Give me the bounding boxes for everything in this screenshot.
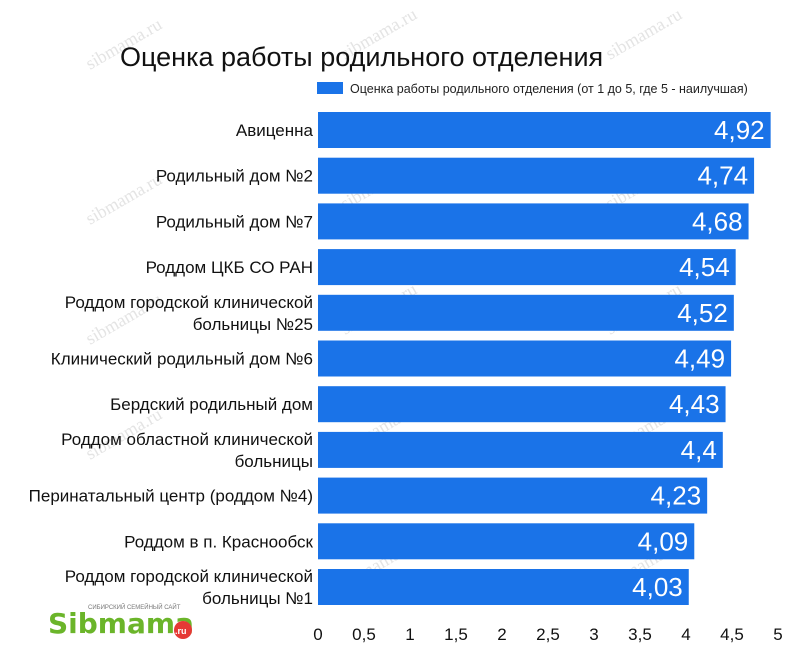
data-label: 4,23: [651, 481, 702, 511]
x-tick-label: 4: [681, 625, 690, 644]
data-label: 4,43: [669, 389, 720, 419]
data-label: 4,74: [697, 161, 748, 191]
data-label: 4,92: [714, 115, 765, 145]
category-labels: Авиценна Родильный дом №2 Родильный дом №7…: [29, 121, 314, 608]
logo-ru-badge: [174, 621, 192, 639]
bar: [318, 386, 726, 423]
x-tick-label: 0,5: [352, 625, 376, 644]
x-tick-label: 0: [313, 625, 322, 644]
category-label: больницы №1: [202, 589, 313, 608]
bars-group: 4,92 4,74 4,68 4,54 4,52 4,49 4,43 4,4 4,23 4,09 4…: [318, 112, 771, 605]
logo-tagline: СИБИРСКИЙ СЕМЕЙНЫЙ САЙТ: [88, 603, 181, 611]
bar: [318, 477, 708, 514]
x-tick-label: 3: [589, 625, 598, 644]
x-axis-ticks: 0 0,5 1 1,5 2 2,5 3 3,5 4 4,5 5: [313, 625, 782, 644]
watermark-text: sibmama.ru: [82, 169, 165, 229]
x-tick-label: 5: [773, 625, 782, 644]
x-tick-label: 2: [497, 625, 506, 644]
bar: [318, 340, 732, 377]
category-label: Клинический родильный дом №6: [51, 350, 313, 369]
sibmama-logo: СИБИРСКИЙ СЕМЕЙНЫЙ САЙТ Sibmama .ru: [48, 603, 194, 640]
legend-label: Оценка работы родильного отделения (от 1…: [350, 82, 748, 96]
data-label: 4,54: [679, 252, 730, 282]
bar: [318, 431, 723, 468]
category-label: больницы №25: [193, 315, 313, 334]
category-label: Роддом ЦКБ СО РАН: [146, 258, 313, 277]
category-label: Роддом в п. Краснообск: [124, 532, 313, 551]
legend: Оценка работы родильного отделения (от 1…: [317, 82, 748, 96]
x-tick-label: 3,5: [628, 625, 652, 644]
x-tick-label: 1: [405, 625, 414, 644]
x-tick-label: 4,5: [720, 625, 744, 644]
data-label: 4,68: [692, 206, 743, 236]
data-label: 4,4: [681, 435, 717, 465]
legend-swatch: [317, 82, 343, 94]
x-tick-label: 2,5: [536, 625, 560, 644]
bar: [318, 523, 695, 560]
category-label: Роддом городской клинической: [65, 293, 313, 312]
data-label: 4,52: [677, 298, 728, 328]
category-label: Авиценна: [236, 121, 314, 140]
category-label: Роддом городской клинической: [65, 567, 313, 586]
chart-title: Оценка работы родильного отделения: [120, 42, 603, 72]
bar: [318, 112, 771, 148]
category-label: больницы: [235, 452, 313, 471]
category-label: Роддом областной клинической: [61, 430, 313, 449]
data-label: 4,03: [632, 572, 683, 602]
watermark-text: sibmama.ru: [602, 4, 685, 64]
bar: [318, 294, 734, 331]
category-label: Перинатальный центр (роддом №4): [29, 487, 313, 506]
bar: [318, 203, 749, 240]
data-label: 4,09: [638, 526, 689, 556]
data-label: 4,49: [674, 344, 725, 374]
bar: [318, 157, 755, 194]
logo-wordmark: Sibmama: [48, 607, 194, 640]
category-label: Бердский родильный дом: [110, 395, 313, 414]
category-label: Родильный дом №7: [156, 212, 313, 231]
category-label: Родильный дом №2: [156, 167, 313, 186]
bar: [318, 569, 689, 605]
bar: [318, 249, 736, 286]
x-tick-label: 1,5: [444, 625, 468, 644]
logo-ru-text: .ru: [175, 626, 187, 636]
